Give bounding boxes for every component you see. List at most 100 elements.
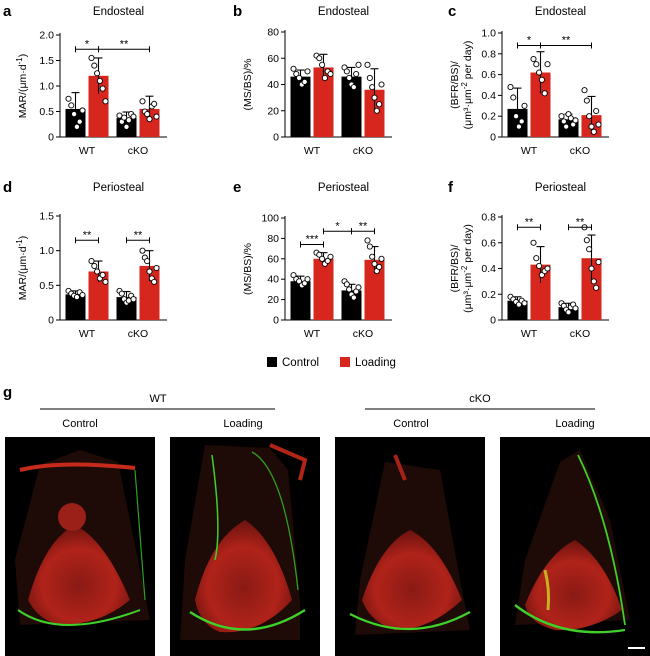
y-tick-label: 0.8 — [481, 48, 496, 60]
data-point — [376, 101, 383, 108]
y-tick-label: 0.2 — [481, 111, 496, 123]
panel-label-d: d — [3, 179, 12, 196]
data-point — [507, 84, 514, 91]
x-tick-label: cKO — [570, 328, 590, 340]
data-point — [369, 253, 376, 260]
data-point — [544, 265, 551, 272]
data-point — [301, 78, 308, 85]
group-label-cko: cKO — [469, 393, 491, 405]
data-point — [521, 300, 528, 307]
data-point — [319, 255, 326, 262]
y-tick-label: 20 — [267, 105, 279, 117]
y-tick-label: 0 — [273, 315, 279, 327]
data-point — [296, 74, 303, 81]
bar-loading-wt — [530, 72, 551, 137]
y-axis-label-c: (μm³·μm-2 per day) — [460, 41, 474, 130]
data-point — [99, 271, 106, 278]
data-point — [513, 113, 520, 120]
data-point — [102, 98, 109, 105]
data-point — [321, 74, 328, 81]
y-tick-label: 0 — [273, 132, 279, 144]
y-axis-label-f: (μm³·μm-2 per day) — [460, 224, 474, 313]
data-point — [518, 118, 525, 125]
chart-f: f Periosteal (BFR/BS)/(μm³·μm-2 per day) 0 0… — [448, 179, 609, 340]
data-point — [366, 74, 373, 81]
data-point — [565, 309, 572, 316]
data-point — [139, 98, 146, 105]
data-point — [538, 76, 545, 83]
data-point — [91, 62, 98, 69]
data-point — [533, 255, 540, 262]
data-point — [118, 290, 125, 297]
group-label-wt: WT — [149, 393, 166, 405]
x-tick-label: cKO — [353, 145, 373, 157]
data-point — [343, 68, 350, 75]
x-tick-label: cKO — [128, 145, 148, 157]
data-point — [121, 114, 128, 121]
bar-loading-cko — [364, 259, 385, 320]
data-point — [588, 123, 595, 130]
data-point — [91, 262, 98, 269]
bar-loading-wt — [313, 258, 334, 320]
data-point — [327, 70, 334, 78]
y-tick-label: 2.0 — [39, 30, 54, 42]
data-point — [125, 117, 132, 124]
y-axis-label-part: -1 — [15, 239, 24, 247]
data-point — [371, 260, 378, 267]
x-tick-label: WT — [304, 328, 321, 340]
data-point — [301, 280, 308, 287]
data-point — [366, 243, 373, 250]
significance-label: ** — [525, 216, 534, 228]
y-tick-label: 0.6 — [481, 69, 496, 81]
data-point — [151, 100, 158, 107]
data-point — [130, 113, 137, 120]
y-axis-label-part: (MS/BS)/% — [242, 59, 254, 111]
data-point — [595, 259, 602, 266]
bar-loading-wt — [530, 264, 551, 320]
data-point — [327, 253, 334, 260]
legend-swatch-loading — [340, 357, 350, 367]
chart-c: c Endosteal (BFR/BS)/(μm³·μm-2 per day) 0 0.… — [448, 3, 609, 157]
data-point — [144, 258, 151, 265]
y-axis-label-part: ) — [17, 236, 29, 240]
chart-d: d Periosteal MAR/(μm·d-1) 0 0.5 1.0 1.5 WT cKO **… — [3, 179, 167, 340]
significance-label: * — [85, 38, 90, 50]
panel-label-g: g — [3, 384, 12, 401]
data-point — [76, 118, 83, 125]
significance-label: ** — [562, 34, 571, 46]
bar-control-wt — [290, 76, 311, 137]
y-tick-label: 40 — [267, 79, 279, 91]
chart-title-e: Periosteal — [318, 182, 369, 194]
y-axis-label-d: MAR/(μm·d-1) — [15, 236, 29, 301]
significance-label: * — [527, 34, 532, 46]
y-tick-label: 40 — [267, 274, 279, 286]
panel-label-f: f — [448, 179, 454, 196]
data-point — [130, 296, 137, 303]
y-axis-label-part: (BFR/BS)/ — [449, 245, 461, 293]
y-tick-label: 0 — [48, 315, 54, 327]
y-tick-label: 0.5 — [39, 106, 54, 118]
panel-label-b: b — [233, 3, 242, 20]
data-point — [588, 265, 595, 272]
y-tick-label: 0 — [48, 132, 54, 144]
data-point — [583, 97, 590, 104]
data-point — [536, 262, 543, 269]
y-axis-label-part: -2 — [460, 82, 469, 90]
data-point — [373, 107, 380, 114]
data-point — [346, 74, 353, 81]
x-tick-label: cKO — [570, 145, 590, 157]
y-axis-label-part: (MS/BS)/% — [242, 243, 254, 295]
x-tick-label: cKO — [353, 328, 373, 340]
legend-swatch-control — [267, 357, 277, 367]
data-point — [304, 276, 311, 283]
y-axis-label-part: (μm³·μm — [462, 272, 474, 312]
data-point — [153, 113, 160, 120]
y-axis-label-part: MAR/(μm·d — [17, 246, 29, 300]
data-point — [350, 84, 357, 91]
data-point — [65, 95, 72, 102]
data-point — [378, 255, 385, 262]
bar-control-cko — [116, 297, 137, 320]
y-axis-label-part: per day) — [462, 224, 474, 265]
